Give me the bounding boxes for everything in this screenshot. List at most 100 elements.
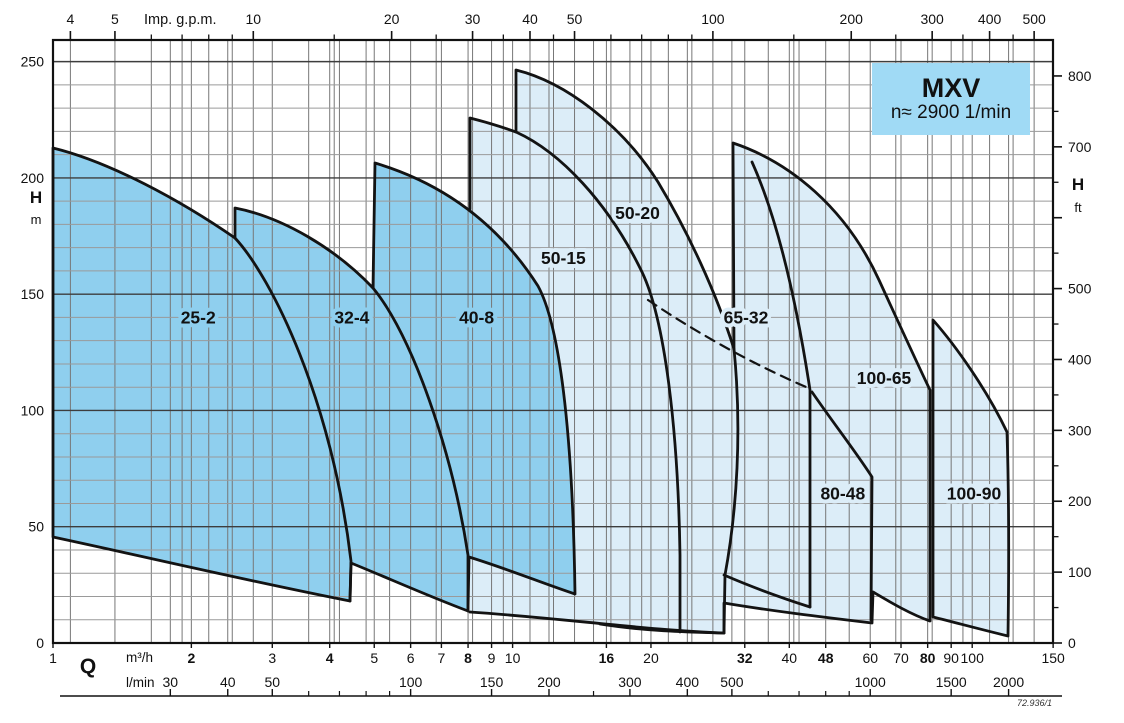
pump-model-label: 40-8 (459, 307, 494, 327)
pump-model-label: 50-20 (615, 203, 660, 223)
pump-model-label: 32-4 (334, 307, 369, 327)
right-axis-feet (1053, 75, 1062, 644)
m3h-tick-label: 9 (488, 650, 496, 666)
m3h-tick-label: 32 (737, 650, 753, 666)
lmin-tick-label: 300 (618, 674, 642, 690)
pump-model-label: 100-65 (857, 368, 912, 388)
gpm-tick-label: 4 (66, 11, 74, 27)
bottom-axis-m3h (52, 643, 1054, 648)
meters-tick-label: 200 (21, 170, 45, 186)
lmin-tick-label: 400 (676, 674, 700, 690)
m3h-tick-label: 16 (599, 650, 615, 666)
lmin-tick-label: 1500 (936, 674, 967, 690)
m3h-tick-label: 100 (961, 650, 985, 666)
lmin-tick-label: 50 (264, 674, 280, 690)
gpm-tick-label: 5 (111, 11, 119, 27)
gpm-tick-label: 100 (701, 11, 725, 27)
figure-reference-number: 72.936/1 (1016, 698, 1052, 708)
right-axis-unit-ft: ft (1074, 200, 1082, 215)
lmin-tick-label: 2000 (993, 674, 1024, 690)
m3h-tick-label: 8 (464, 650, 472, 666)
gpm-tick-label: 30 (465, 11, 481, 27)
feet-tick-label: 700 (1068, 139, 1092, 155)
m3h-tick-label: 150 (1041, 650, 1065, 666)
gpm-axis-title: Imp. g.p.m. (144, 12, 217, 28)
model-boundary-curve (722, 347, 740, 635)
model-100-90-outline (931, 318, 1011, 638)
meters-tick-label: 150 (21, 286, 45, 302)
model-boundary-curve (371, 286, 470, 613)
model-boundary-curve (598, 622, 726, 635)
left-axis-unit-m: m (31, 212, 42, 227)
m3h-tick-label: 70 (893, 650, 909, 666)
m3h-tick-label: 20 (643, 650, 659, 666)
light-group-outline (468, 68, 932, 635)
gpm-tick-label: 200 (840, 11, 864, 27)
model-boundary-curve (514, 130, 682, 634)
m3h-tick-label: 6 (407, 650, 415, 666)
pump-model-label: 100-90 (947, 483, 1002, 503)
dark-group-region (53, 148, 575, 611)
m3h-tick-label: 10 (505, 650, 521, 666)
model-boundary-curve (750, 160, 812, 609)
grid (53, 40, 1053, 643)
feet-tick-label: 200 (1068, 493, 1092, 509)
gpm-tick-label: 10 (245, 11, 261, 27)
meters-tick-label: 250 (21, 54, 45, 70)
m3h-unit-label: m³/h (126, 650, 153, 665)
lmin-tick-label: 100 (399, 674, 423, 690)
gpm-tick-label: 300 (920, 11, 944, 27)
light-group-region (470, 70, 930, 633)
bottom-axis-lmin (60, 689, 1062, 697)
feet-tick-label: 0 (1068, 635, 1076, 651)
lmin-tick-label: 150 (480, 674, 504, 690)
model-boundary-curve (810, 390, 874, 622)
m3h-tick-label: 4 (326, 650, 334, 666)
gpm-tick-label: 500 (1022, 11, 1046, 27)
legend-speed-label: n≈ 2900 1/min (890, 102, 1012, 124)
conditional-limit-dashed-curve (646, 298, 808, 389)
pump-model-label: 25-2 (181, 307, 216, 327)
lmin-unit-label: l/min (126, 675, 155, 690)
m3h-tick-label: 48 (818, 650, 834, 666)
feet-tick-label: 500 (1068, 281, 1092, 297)
gpm-tick-label: 40 (522, 11, 538, 27)
m3h-tick-label: 5 (370, 650, 378, 666)
m3h-tick-label: 2 (187, 650, 195, 666)
m3h-tick-label: 3 (268, 650, 276, 666)
feet-tick-label: 800 (1068, 68, 1092, 84)
pump-model-label: 80-48 (820, 483, 865, 503)
flow-axis-title-Q: Q (80, 655, 96, 678)
feet-tick-label: 300 (1068, 422, 1092, 438)
m3h-tick-label: 1 (49, 650, 57, 666)
lmin-tick-label: 40 (220, 674, 236, 690)
lmin-tick-label: 500 (720, 674, 744, 690)
lmin-tick-label: 30 (163, 674, 179, 690)
feet-tick-label: 400 (1068, 351, 1092, 367)
model-boundary-curve (233, 236, 353, 603)
m3h-tick-label: 90 (943, 650, 959, 666)
legend-series-title: MXV (921, 72, 981, 103)
feet-tick-label: 100 (1068, 564, 1092, 580)
m3h-tick-label: 60 (862, 650, 878, 666)
envelope-fills (53, 70, 1009, 636)
lmin-tick-label: 1000 (855, 674, 886, 690)
gpm-tick-label: 400 (978, 11, 1002, 27)
gpm-tick-label: 50 (567, 11, 583, 27)
gpm-tick-label: 20 (384, 11, 400, 27)
lmin-tick-label: 200 (537, 674, 561, 690)
m3h-tick-label: 7 (438, 650, 446, 666)
meters-tick-label: 100 (21, 402, 45, 418)
envelope-outlines (51, 68, 1011, 638)
left-axis-title-H: H (30, 188, 42, 207)
pump-model-label: 65-32 (724, 307, 769, 327)
m3h-tick-label: 40 (782, 650, 798, 666)
right-axis-title-H: H (1072, 175, 1084, 194)
legend-box: MXV n≈ 2900 1/min (872, 63, 1030, 135)
meters-tick-label: 0 (36, 635, 44, 651)
model-boundary-curve (722, 573, 812, 609)
meters-tick-label: 50 (28, 519, 44, 535)
pump-model-label: 50-15 (541, 248, 586, 268)
